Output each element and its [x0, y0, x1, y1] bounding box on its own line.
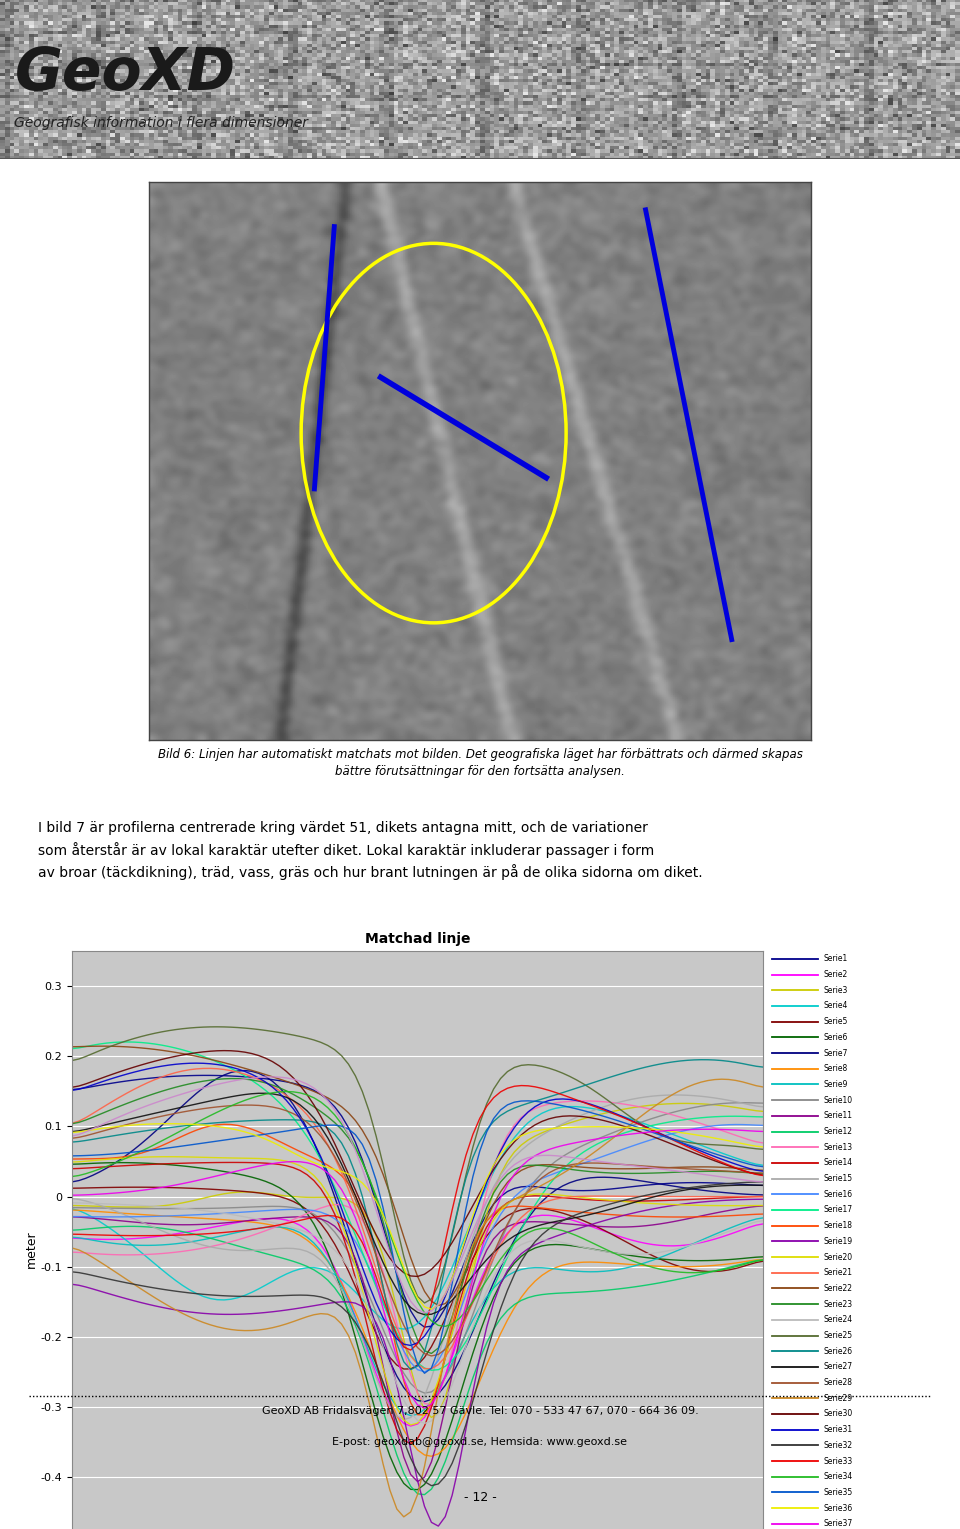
- Text: Serie24: Serie24: [823, 1315, 852, 1324]
- Text: Serie15: Serie15: [823, 1174, 852, 1183]
- Text: Serie6: Serie6: [823, 1034, 848, 1041]
- Text: Serie16: Serie16: [823, 1190, 852, 1199]
- Text: Serie7: Serie7: [823, 1049, 848, 1058]
- Text: Serie12: Serie12: [823, 1127, 852, 1136]
- Text: Serie5: Serie5: [823, 1017, 848, 1026]
- Text: Serie13: Serie13: [823, 1142, 852, 1151]
- Text: Geografisk information i flera dimensioner: Geografisk information i flera dimension…: [14, 116, 308, 130]
- Text: Serie9: Serie9: [823, 1079, 848, 1089]
- Text: Bild 6: Linjen har automatiskt matchats mot bilden. Det geografiska läget har fö: Bild 6: Linjen har automatiskt matchats …: [157, 748, 803, 778]
- Title: Matchad linje: Matchad linje: [365, 931, 470, 946]
- Text: Serie22: Serie22: [823, 1284, 852, 1294]
- Text: Serie1: Serie1: [823, 954, 848, 963]
- Text: Serie32: Serie32: [823, 1440, 852, 1449]
- Text: Serie26: Serie26: [823, 1347, 852, 1356]
- Text: Serie20: Serie20: [823, 1252, 852, 1261]
- Text: Serie28: Serie28: [823, 1378, 852, 1387]
- Text: Serie35: Serie35: [823, 1488, 852, 1497]
- Text: Serie23: Serie23: [823, 1300, 852, 1309]
- Text: Serie4: Serie4: [823, 1001, 848, 1011]
- Text: GeoXD: GeoXD: [14, 44, 235, 101]
- Text: Serie18: Serie18: [823, 1222, 852, 1231]
- Text: Serie29: Serie29: [823, 1394, 852, 1402]
- Text: Serie3: Serie3: [823, 986, 848, 995]
- Text: Serie37: Serie37: [823, 1520, 852, 1529]
- Text: Serie17: Serie17: [823, 1205, 852, 1214]
- Text: Serie36: Serie36: [823, 1503, 852, 1512]
- Text: Serie33: Serie33: [823, 1457, 852, 1465]
- Text: Serie30: Serie30: [823, 1410, 852, 1419]
- Text: Serie8: Serie8: [823, 1064, 848, 1073]
- Text: Serie27: Serie27: [823, 1362, 852, 1372]
- Text: Serie19: Serie19: [823, 1237, 852, 1246]
- Text: Serie31: Serie31: [823, 1425, 852, 1434]
- Text: Serie14: Serie14: [823, 1159, 852, 1167]
- Y-axis label: meter: meter: [25, 1231, 37, 1268]
- Text: I bild 7 är profilerna centrerade kring värdet 51, dikets antagna mitt, och de v: I bild 7 är profilerna centrerade kring …: [38, 821, 703, 879]
- Text: Serie21: Serie21: [823, 1268, 852, 1277]
- Text: - 12 -: - 12 -: [464, 1491, 496, 1505]
- Text: Serie34: Serie34: [823, 1472, 852, 1482]
- Text: Serie25: Serie25: [823, 1332, 852, 1339]
- Text: Serie10: Serie10: [823, 1096, 852, 1104]
- Text: Serie11: Serie11: [823, 1112, 852, 1121]
- Text: Serie2: Serie2: [823, 969, 848, 979]
- Text: GeoXD AB Fridalsvägen 7,802 57 Gävle. Tel: 070 - 533 47 67, 070 - 664 36 09.: GeoXD AB Fridalsvägen 7,802 57 Gävle. Te…: [262, 1407, 698, 1416]
- Text: E-post: geoxdab@geoxd.se, Hemsida: www.geoxd.se: E-post: geoxdab@geoxd.se, Hemsida: www.g…: [332, 1437, 628, 1446]
